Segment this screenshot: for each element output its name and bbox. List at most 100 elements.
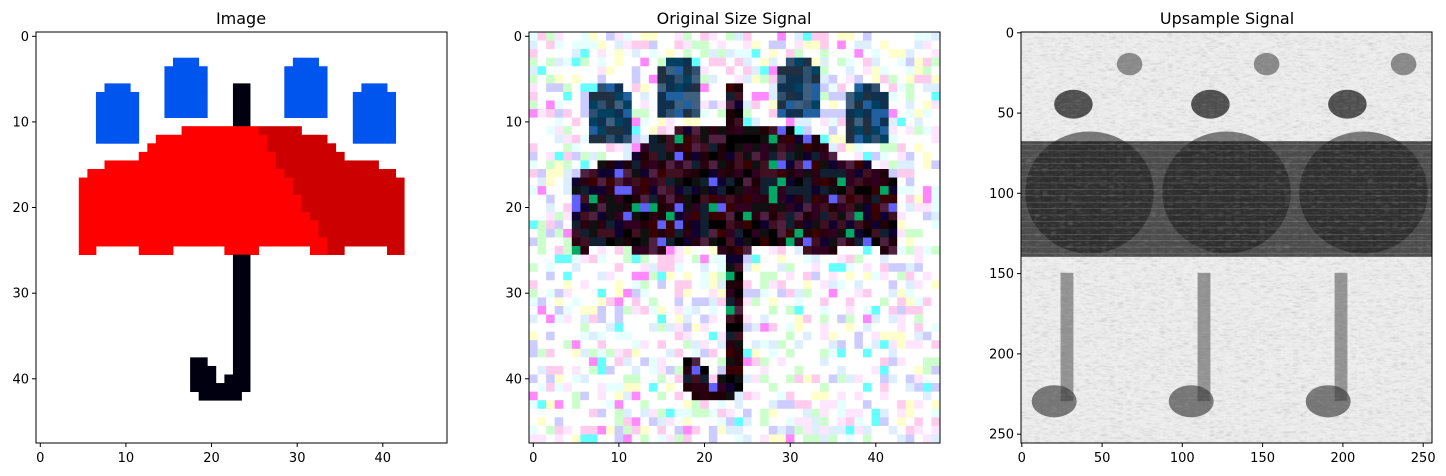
pixel bbox=[284, 211, 294, 221]
pixel bbox=[768, 391, 778, 401]
pixel bbox=[580, 134, 590, 144]
pixel bbox=[683, 134, 693, 144]
pixel bbox=[700, 391, 710, 401]
pixel bbox=[597, 314, 607, 324]
pixel bbox=[387, 186, 397, 196]
pixel bbox=[700, 408, 710, 418]
pixel bbox=[743, 49, 753, 59]
pixel bbox=[871, 263, 881, 273]
pixel bbox=[198, 134, 208, 144]
pixel bbox=[691, 391, 701, 401]
pixel bbox=[666, 263, 675, 273]
pixel bbox=[78, 228, 88, 238]
pixel bbox=[546, 151, 556, 161]
pixel bbox=[529, 100, 538, 110]
pixel bbox=[837, 306, 847, 315]
pixel bbox=[905, 408, 915, 418]
pixel bbox=[301, 211, 311, 221]
pixel bbox=[623, 117, 633, 127]
pixel bbox=[862, 271, 872, 281]
pixel bbox=[734, 400, 744, 410]
pixel bbox=[588, 306, 598, 315]
pixel bbox=[777, 434, 787, 443]
pixel bbox=[931, 348, 940, 358]
pixel bbox=[537, 280, 547, 290]
pixel bbox=[361, 160, 371, 170]
pixel bbox=[674, 40, 684, 50]
pixel bbox=[725, 374, 735, 384]
pixel bbox=[854, 263, 864, 273]
pixel bbox=[232, 194, 242, 204]
pixel bbox=[760, 143, 770, 153]
pixel bbox=[777, 57, 787, 67]
pixel bbox=[811, 100, 821, 110]
pixel bbox=[700, 400, 710, 410]
pixel bbox=[335, 169, 345, 178]
pixel bbox=[845, 246, 855, 256]
pixel bbox=[743, 74, 753, 84]
pixel bbox=[588, 66, 598, 76]
pixel bbox=[837, 331, 847, 341]
pixel bbox=[914, 383, 924, 393]
pixel bbox=[546, 391, 556, 401]
pixel bbox=[232, 100, 242, 110]
pixel bbox=[588, 340, 598, 350]
pixel bbox=[862, 280, 872, 290]
pixel bbox=[361, 194, 371, 204]
pixel bbox=[571, 331, 581, 341]
pixel bbox=[258, 169, 268, 178]
pixel bbox=[845, 32, 855, 41]
pixel bbox=[580, 280, 590, 290]
pixel bbox=[691, 288, 701, 298]
pixel bbox=[666, 194, 675, 204]
pixel bbox=[571, 271, 581, 281]
pixel bbox=[588, 314, 598, 324]
pixel bbox=[708, 306, 718, 315]
pixel bbox=[811, 134, 821, 144]
pixel bbox=[922, 280, 932, 290]
pixel bbox=[537, 160, 547, 170]
pixel bbox=[717, 151, 727, 161]
pixel bbox=[768, 40, 778, 50]
pixel bbox=[862, 340, 872, 350]
pixel bbox=[725, 57, 735, 67]
pixel bbox=[897, 66, 907, 76]
pixel bbox=[529, 263, 538, 273]
pixel bbox=[862, 211, 872, 221]
pixel bbox=[785, 374, 795, 384]
pixel bbox=[803, 425, 812, 435]
pixel bbox=[820, 40, 830, 50]
pixel bbox=[648, 100, 658, 110]
panel-title: Original Size Signal bbox=[657, 9, 812, 28]
pixel bbox=[640, 391, 650, 401]
pixel bbox=[820, 151, 830, 161]
pixel bbox=[683, 348, 693, 358]
pixel bbox=[905, 66, 915, 76]
pixel bbox=[820, 365, 830, 375]
pixel bbox=[828, 151, 838, 161]
pixel bbox=[768, 32, 778, 41]
pixel bbox=[768, 323, 778, 333]
pixel bbox=[614, 383, 624, 393]
pixel bbox=[743, 357, 753, 367]
pixel bbox=[537, 417, 547, 427]
pixel bbox=[725, 228, 735, 238]
pixel bbox=[854, 408, 864, 418]
pixel bbox=[717, 143, 727, 153]
pixel bbox=[640, 169, 650, 178]
pixel bbox=[606, 297, 616, 307]
pixel bbox=[820, 83, 830, 93]
pixel bbox=[597, 211, 607, 221]
pixel bbox=[888, 91, 898, 101]
pixel bbox=[717, 126, 727, 136]
pixel bbox=[631, 331, 641, 341]
pixel bbox=[845, 374, 855, 384]
pixel bbox=[310, 74, 319, 84]
pixel bbox=[241, 228, 251, 238]
pixel bbox=[241, 288, 251, 298]
pixel bbox=[631, 263, 641, 273]
pixel bbox=[828, 348, 838, 358]
pixel bbox=[914, 100, 924, 110]
pixel bbox=[700, 434, 710, 443]
